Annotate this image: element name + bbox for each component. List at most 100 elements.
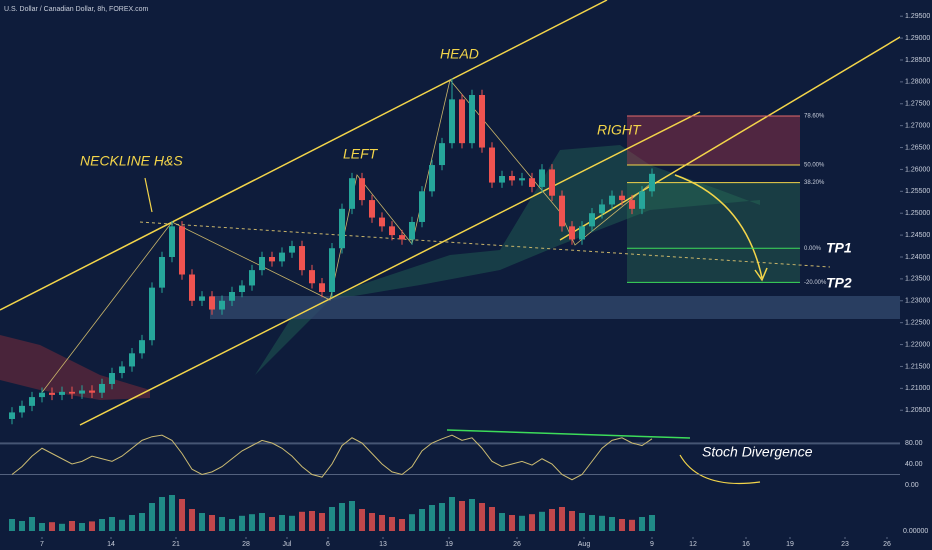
volume-bar: [599, 515, 605, 531]
candle-body: [529, 178, 535, 187]
arrow: [674, 174, 763, 279]
candle-body: [639, 191, 645, 209]
candle-body: [159, 256, 165, 288]
volume-bar: [479, 503, 485, 531]
candle-body: [139, 340, 145, 354]
volume-bar: [169, 495, 175, 531]
channel-line: [0, 0, 608, 311]
x-tick-label: 16: [742, 541, 750, 548]
channel-line: [79, 111, 701, 426]
stoch-tick-label: 80.00: [905, 440, 923, 447]
volume-bar: [119, 519, 125, 531]
x-tick-label: Aug: [578, 541, 591, 548]
y-tick-label: 1.26500: [905, 144, 930, 151]
volume-bar: [39, 523, 45, 531]
volume-bar: [419, 509, 425, 531]
candle-body: [429, 165, 435, 192]
x-tick-label: 6: [326, 541, 330, 548]
candle-body: [459, 99, 465, 144]
volume-bar: [469, 499, 475, 531]
volume-bar: [189, 509, 195, 531]
volume-bar: [439, 503, 445, 531]
candle-body: [439, 143, 445, 166]
x-tick-label: 26: [883, 541, 891, 548]
volume-bar: [429, 505, 435, 531]
volume-bar: [519, 515, 525, 531]
volume-bar: [499, 513, 505, 531]
y-tick-label: 1.27000: [905, 122, 930, 129]
candle-body: [339, 208, 345, 249]
fib-label: 50.00%: [804, 163, 825, 169]
y-tick-label: 1.29000: [905, 35, 930, 42]
volume-bar: [99, 519, 105, 531]
candle-body: [619, 195, 625, 201]
volume-bar: [79, 523, 85, 531]
candle-body: [19, 405, 25, 413]
volume-bar: [539, 511, 545, 531]
divergence-line: [446, 429, 691, 439]
volume-bar: [459, 501, 465, 531]
volume-bar: [639, 517, 645, 531]
candle-body: [79, 390, 85, 394]
volume-bar: [219, 517, 225, 531]
candle-body: [59, 391, 65, 395]
y-tick-label: 1.21000: [905, 385, 930, 392]
neckline: [139, 221, 831, 268]
volume-bar: [269, 517, 275, 531]
volume-bar: [649, 515, 655, 531]
y-tick-label: 1.22000: [905, 341, 930, 348]
y-tick-label: 1.22500: [905, 320, 930, 327]
volume-bar: [379, 515, 385, 531]
fib-label: -20.00%: [804, 280, 827, 286]
candle-body: [569, 226, 575, 240]
x-tick-label: Jul: [283, 541, 292, 548]
candle-body: [509, 176, 515, 181]
volume-bar: [299, 511, 305, 531]
volume-bar: [569, 511, 575, 531]
candle-body: [179, 226, 185, 275]
candle-body: [279, 252, 285, 262]
candle-body: [399, 235, 405, 240]
candle-body: [379, 217, 385, 227]
candle-body: [269, 256, 275, 262]
y-tick-label: 1.25000: [905, 210, 930, 217]
candle-body: [9, 412, 15, 419]
candle-body: [559, 195, 565, 227]
candle-body: [199, 296, 205, 301]
candle-body: [369, 200, 375, 218]
volume-bar: [109, 517, 115, 531]
candle-body: [299, 246, 305, 271]
x-tick-label: 23: [841, 541, 849, 548]
volume-bar: [69, 521, 75, 531]
fib-label: 0.00%: [804, 246, 822, 252]
annotation: RIGHT: [597, 122, 642, 138]
annotation: TP1: [826, 240, 852, 256]
candle-body: [499, 176, 505, 183]
candle-body: [549, 169, 555, 196]
volume-bar: [149, 503, 155, 531]
candle-body: [449, 99, 455, 144]
candle-body: [109, 373, 115, 384]
chart-title: U.S. Dollar / Canadian Dollar, 8h, FOREX…: [4, 6, 149, 13]
candle-body: [519, 178, 525, 181]
x-tick-label: 19: [786, 541, 794, 548]
candle-body: [49, 392, 55, 395]
volume-bar: [329, 507, 335, 531]
volume-bar: [529, 514, 535, 531]
volume-bar: [249, 514, 255, 531]
volume-bar: [449, 497, 455, 531]
candle-body: [29, 397, 35, 406]
candle-body: [329, 248, 335, 293]
candle-body: [259, 256, 265, 271]
volume-bar: [279, 515, 285, 531]
annotation: TP2: [826, 275, 852, 291]
candle-body: [189, 274, 195, 301]
volume-bar: [489, 507, 495, 531]
volume-bar: [409, 514, 415, 531]
candle-body: [589, 213, 595, 227]
candle-body: [349, 178, 355, 209]
arrow-head: [754, 267, 768, 282]
annotation: HEAD: [440, 46, 479, 62]
volume-bar: [399, 519, 405, 531]
volume-bar: [59, 523, 65, 531]
